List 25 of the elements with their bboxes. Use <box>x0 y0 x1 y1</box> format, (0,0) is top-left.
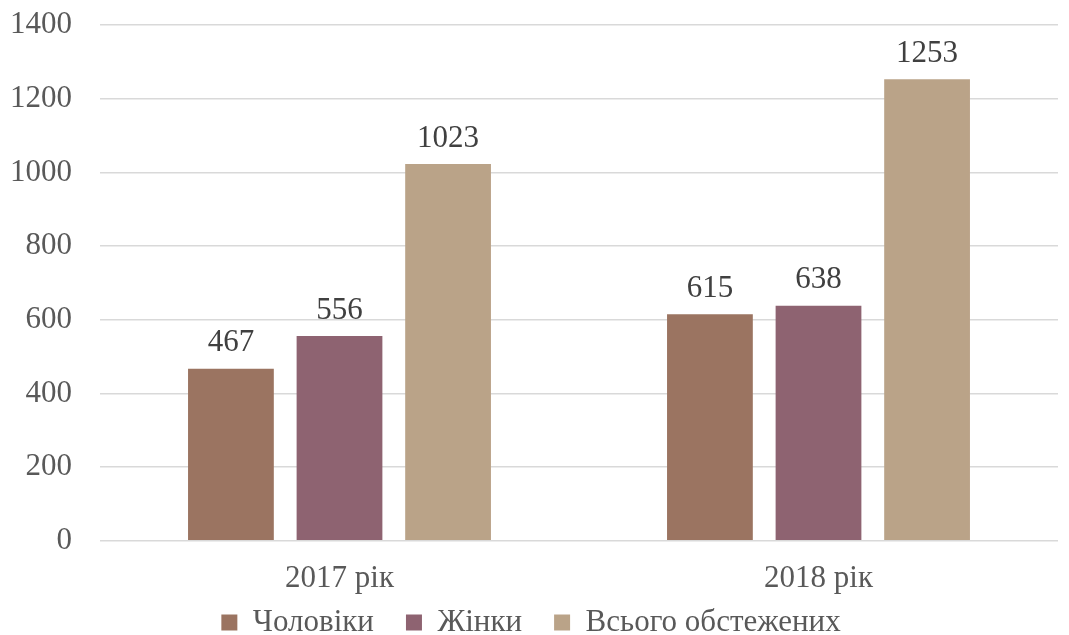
y-tick-label: 200 <box>25 447 72 483</box>
y-tick-label: 1200 <box>10 78 72 114</box>
data-label: 638 <box>795 260 842 296</box>
legend-label: Всього обстежених <box>585 602 842 635</box>
y-tick-label: 1000 <box>10 152 72 188</box>
y-tick-label: 0 <box>56 520 72 556</box>
y-tick-label: 600 <box>25 299 72 335</box>
bar <box>884 79 970 541</box>
bar <box>775 305 862 541</box>
y-tick-label: 1400 <box>10 5 72 41</box>
x-tick-label: 2018 рік <box>764 558 874 594</box>
y-tick-label: 400 <box>25 373 72 409</box>
bar <box>667 314 753 541</box>
legend-label: Жінки <box>437 602 523 635</box>
legend-label: Чоловіки <box>252 602 374 635</box>
data-label: 556 <box>316 290 363 326</box>
x-tick-label: 2017 рік <box>285 558 395 594</box>
data-label: 1253 <box>896 33 959 69</box>
data-label: 615 <box>686 268 734 304</box>
data-label: 1023 <box>417 118 480 154</box>
bar <box>296 335 383 541</box>
y-tick-label: 800 <box>25 226 72 262</box>
data-label: 467 <box>207 323 255 359</box>
bar <box>188 368 274 541</box>
bar <box>405 163 491 541</box>
